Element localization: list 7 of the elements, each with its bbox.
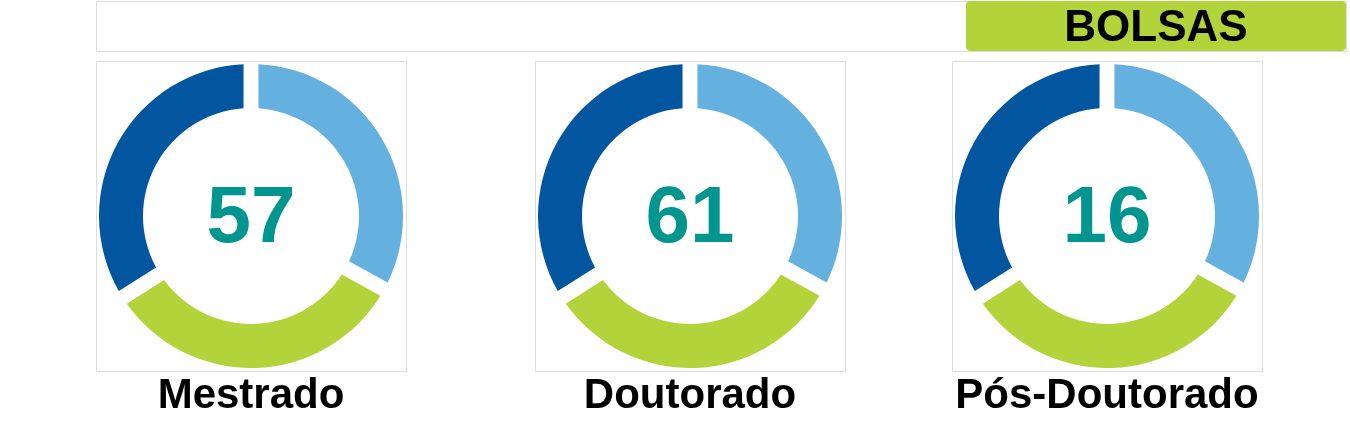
text: BOLSAS: [1064, 1, 1248, 50]
text: 61: [645, 170, 735, 259]
text: Pós-Doutorado: [955, 370, 1259, 417]
text: Mestrado: [157, 370, 345, 417]
text: Doutorado: [583, 370, 797, 417]
text: 57: [206, 170, 296, 259]
text: 16: [1062, 170, 1152, 259]
